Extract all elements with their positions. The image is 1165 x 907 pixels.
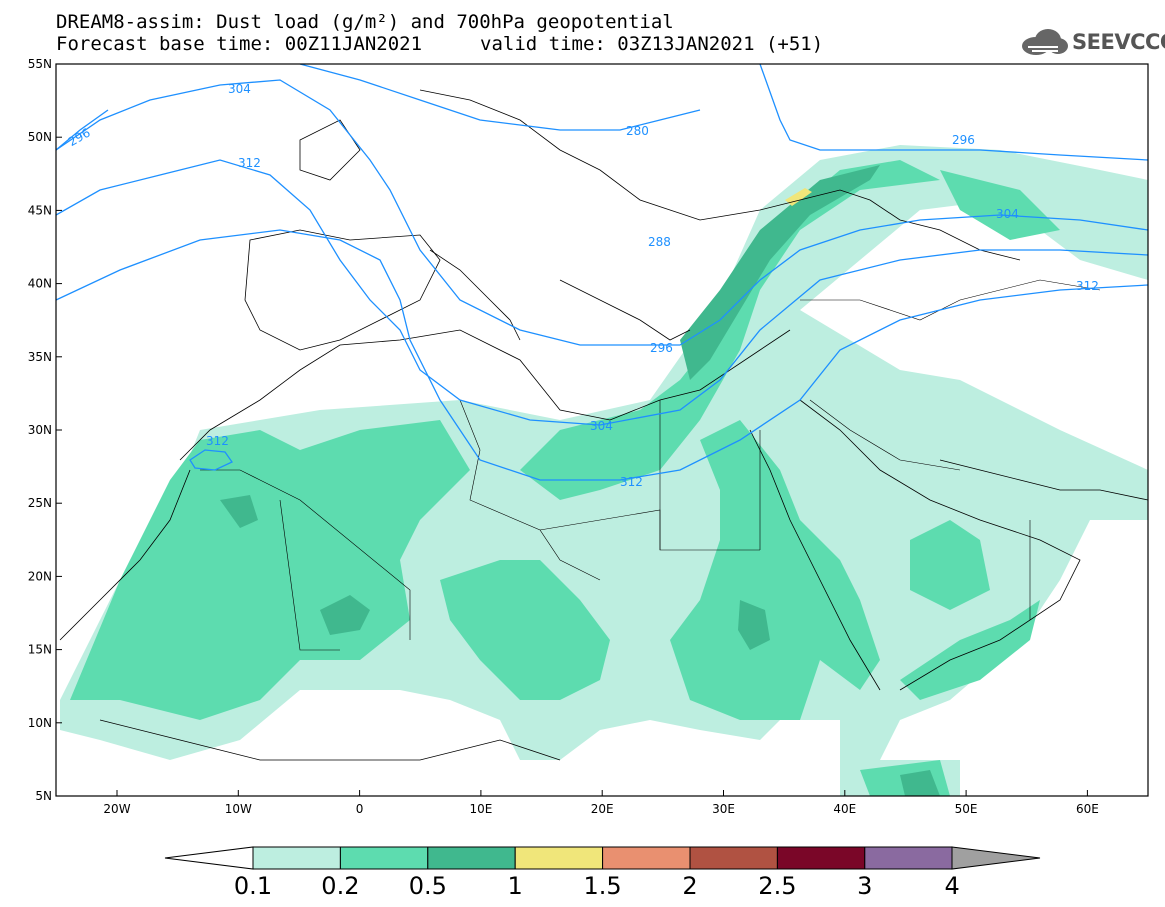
lon-tick-label: 20W xyxy=(103,802,130,816)
lat-tick-label: 40N xyxy=(28,277,52,291)
lat-tick-label: 55N xyxy=(28,57,52,71)
valid-time: valid time: 03Z13JAN2021 (+51) xyxy=(480,33,824,55)
logo-text: SEEVCCC xyxy=(1072,30,1165,54)
forecast-base-time: Forecast base time: 00Z11JAN2021 xyxy=(56,33,423,55)
lat-tick-label: 30N xyxy=(28,423,52,437)
geopotential-contours xyxy=(56,64,1148,481)
lat-tick-label: 45N xyxy=(28,203,52,217)
map-title: DREAM8-assim: Dust load (g/m²) and 700hP… xyxy=(56,11,674,33)
cloud-icon xyxy=(1022,29,1068,55)
colorbar-box xyxy=(252,846,341,870)
colorbar-label: 1.5 xyxy=(583,872,622,900)
lon-tick-label: 60E xyxy=(1076,802,1099,816)
lon-tick-label: 10E xyxy=(469,802,492,816)
colorbar-box xyxy=(339,846,429,870)
colorbar-label: 0.1 xyxy=(233,872,273,900)
lat-tick-label: 15N xyxy=(28,643,52,657)
coastlines xyxy=(59,89,1148,761)
lon-tick-label: 0 xyxy=(356,802,364,816)
colorbar-box xyxy=(864,846,953,870)
colorbar-box xyxy=(776,846,866,870)
colorbar-label: 3 xyxy=(857,872,873,900)
contour-label: 280 xyxy=(626,124,649,138)
contour-label: 312 xyxy=(206,434,229,448)
lat-tick-label: 20N xyxy=(28,569,52,583)
colorbar-label: 0.2 xyxy=(321,872,360,900)
colorbar-box xyxy=(427,846,516,870)
lon-tick-label: 10W xyxy=(225,802,252,816)
colorbar-label: 2.5 xyxy=(758,872,797,900)
seevccc-logo: SEEVCCC xyxy=(1018,24,1165,60)
colorbar xyxy=(164,846,1041,870)
map-plot-area: 296 304 312 280 288 296 304 312 296 304 … xyxy=(56,64,1148,796)
lat-axis: 55N 50N 45N 40N 35N 30N 25N 20N 15N 10N 5N xyxy=(28,57,62,803)
colorbar-box xyxy=(514,846,604,870)
contour-label: 304 xyxy=(590,419,613,433)
dust-shading-dark xyxy=(220,165,940,796)
lon-tick-label: 50E xyxy=(955,802,978,816)
colorbar-over-arrow xyxy=(951,846,1041,870)
lat-tick-label: 50N xyxy=(28,130,52,144)
colorbar-box xyxy=(602,846,691,870)
contour-label: 312 xyxy=(620,475,643,489)
lon-tick-label: 20E xyxy=(591,802,614,816)
lat-tick-label: 35N xyxy=(28,350,52,364)
dust-shading-high xyxy=(785,188,812,206)
lat-tick-label: 25N xyxy=(28,496,52,510)
contour-label: 312 xyxy=(238,156,261,170)
contour-label: 288 xyxy=(648,235,671,249)
contour-label: 312 xyxy=(1076,279,1099,293)
colorbar-label: 1 xyxy=(507,872,523,900)
colorbar-under-arrow xyxy=(164,846,254,870)
lon-tick-label: 30E xyxy=(712,802,735,816)
colorbar-label: 4 xyxy=(944,872,960,900)
lat-tick-label: 5N xyxy=(35,789,52,803)
contour-label: 296 xyxy=(952,133,975,147)
colorbar-label: 2 xyxy=(682,872,698,900)
colorbar-box xyxy=(689,846,778,870)
contour-label: 304 xyxy=(996,207,1019,221)
lat-tick-label: 10N xyxy=(28,716,52,730)
colorbar-boxes xyxy=(252,846,953,870)
colorbar-label: 0.5 xyxy=(408,872,447,900)
contour-label: 296 xyxy=(650,341,673,355)
lon-axis: 20W 10W 0 10E 20E 30E 40E 50E 60E xyxy=(103,790,1099,816)
contour-labels: 296 304 312 280 288 296 304 312 296 304 … xyxy=(66,82,1099,489)
contour-label: 304 xyxy=(228,82,251,96)
lon-tick-label: 40E xyxy=(833,802,856,816)
